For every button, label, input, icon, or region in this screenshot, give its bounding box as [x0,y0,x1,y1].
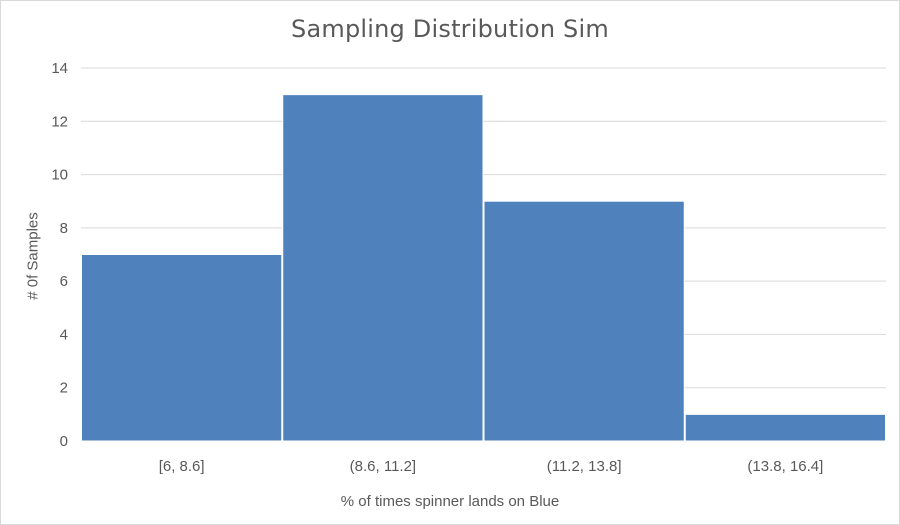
y-tick-label: 10 [51,167,68,184]
histogram-bar [282,94,484,442]
histogram-bar [684,413,886,442]
y-tick-label: 2 [60,380,68,397]
x-axis-label: % of times spinner lands on Blue [340,493,560,510]
histogram-bar [483,200,685,442]
y-tick-label: 12 [51,113,68,130]
y-tick-label: 4 [60,326,68,343]
y-tick-label: 14 [51,60,68,77]
y-tick-label: 0 [60,433,68,450]
x-tick-label: (8.6, 11.2] [350,458,416,475]
histogram-bar [81,254,283,442]
y-tick-label: 8 [60,220,68,237]
x-tick-label: (13.8, 16.4] [747,458,823,475]
x-tick-label: (11.2, 13.8] [547,458,622,475]
chart-title: Sampling Distribution Sim [291,15,609,43]
x-tick-label: [6, 8.6] [159,458,205,475]
y-tick-label: 6 [60,273,68,290]
